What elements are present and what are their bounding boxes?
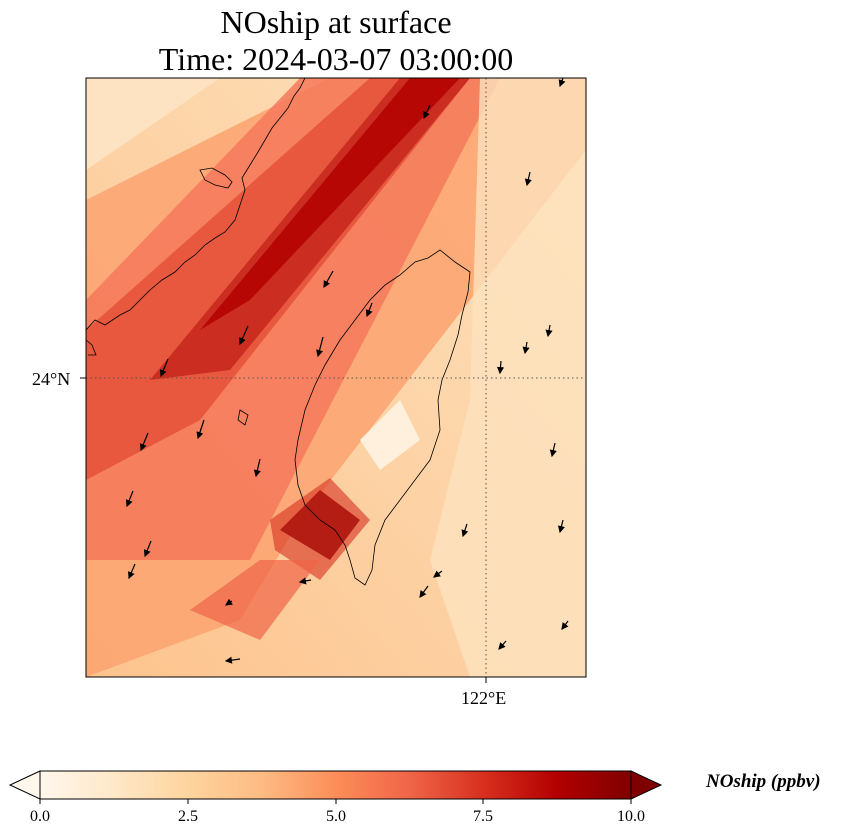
map-title-line2: Time: 2024-03-07 03:00:00 xyxy=(158,41,514,77)
colorbar-tick-1: 2.5 xyxy=(178,808,198,825)
colorbar-tick-2: 5.0 xyxy=(326,808,346,825)
colorbar-title: NOship (ppbv) xyxy=(706,771,821,792)
colorbar-max-extend xyxy=(630,770,663,800)
colorbar-tick-0: 0.0 xyxy=(30,808,50,825)
colorbar-tick-marks xyxy=(39,799,632,804)
wind-vectors xyxy=(125,77,569,664)
concentration-field xyxy=(86,78,586,677)
colorbar-min-extend xyxy=(8,770,41,800)
gridlines xyxy=(86,78,586,677)
colorbar-tick-4: 10.0 xyxy=(617,808,645,825)
colorbar-tick-3: 7.5 xyxy=(473,808,493,825)
coastlines xyxy=(86,78,471,586)
lat-tick-label: 24°N xyxy=(32,369,71,389)
map-title-line1: NOship at surface xyxy=(220,4,452,40)
lon-tick-label: 122°E xyxy=(461,688,507,708)
colorbar-gradient xyxy=(39,770,632,800)
